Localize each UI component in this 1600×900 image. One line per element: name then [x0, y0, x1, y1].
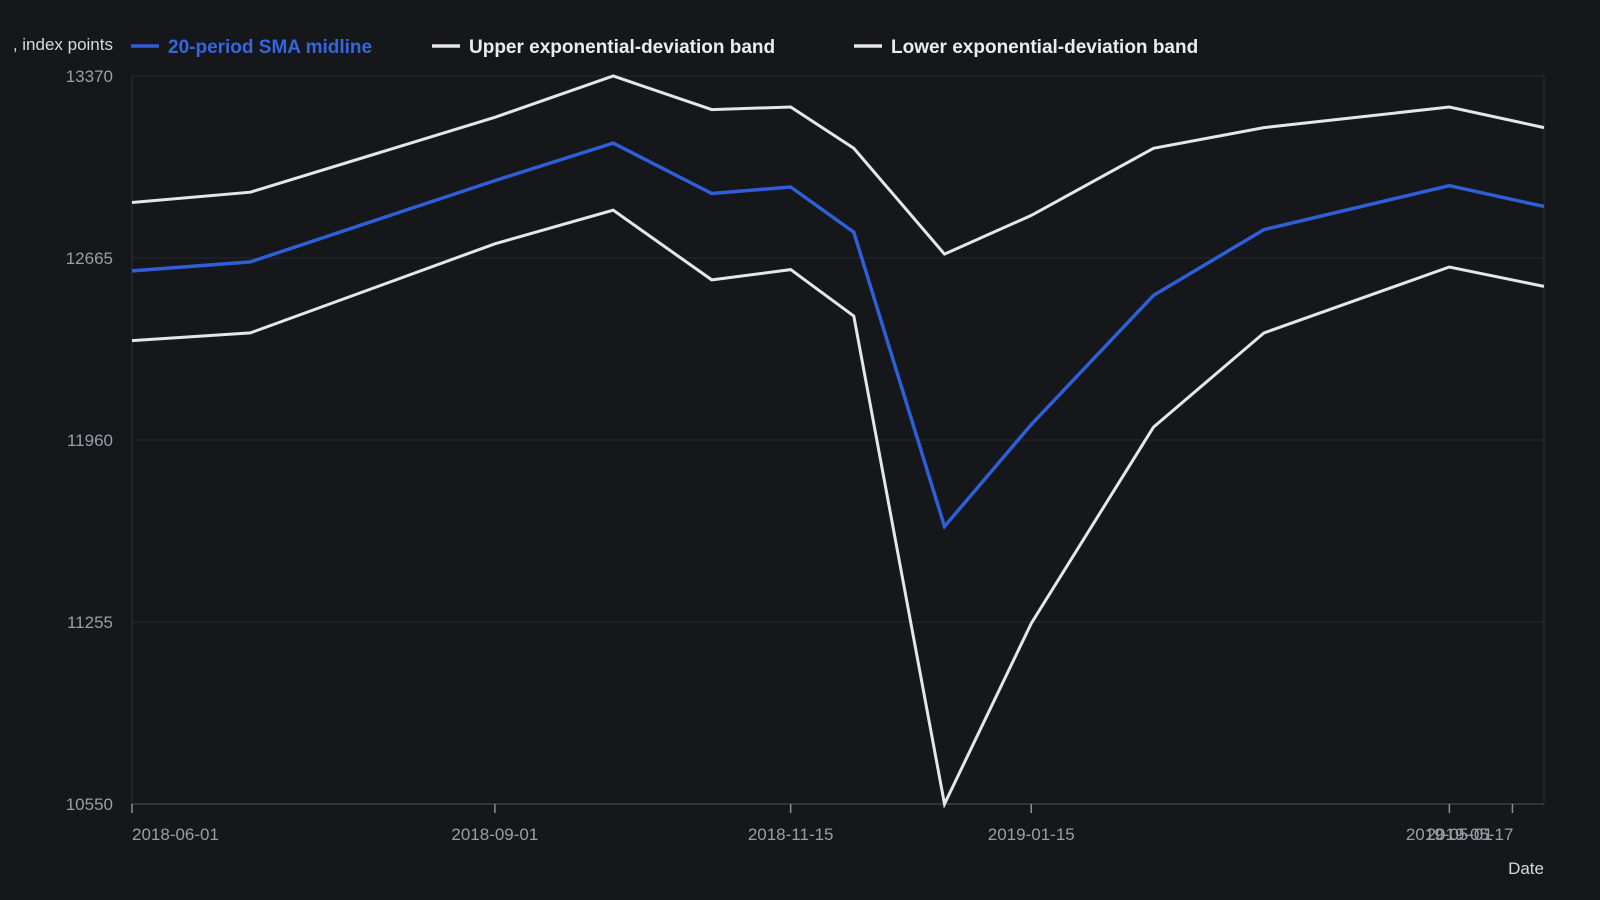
x-axis-title: Date — [1508, 859, 1544, 878]
series-line-lower-band — [131, 208, 1545, 809]
y-axis-ticks: 13370 12665 11960 11255 10550 — [66, 67, 113, 814]
x-tick-label: 2018-11-15 — [748, 825, 834, 844]
legend-item: Upper exponential-deviation band — [432, 37, 775, 58]
series-line-sma-midline — [131, 141, 1545, 531]
legend-label: Upper exponential-deviation band — [469, 37, 775, 58]
y-tick-label: 13370 — [66, 67, 113, 86]
x-axis-ticks: 2018-06-01 2018-09-01 2018-11-15 2019-01-15… — [131, 804, 1513, 844]
y-tick-label: 11255 — [67, 613, 113, 632]
x-tick-label: 2018-06-01 — [132, 825, 219, 844]
y-tick-label: 10550 — [66, 795, 113, 814]
y-tick-label: 11960 — [67, 431, 113, 450]
y-axis-title: , index points — [13, 35, 113, 54]
x-tick-label: 2019-01-15 — [988, 825, 1075, 844]
legend-label: 20-period SMA midline — [168, 37, 372, 58]
x-tick-label: 2018-09-01 — [451, 825, 538, 844]
series-lines — [131, 74, 1545, 809]
legend: 20-period SMA midline Upper exponential-d… — [131, 37, 1198, 58]
legend-label: Lower exponential-deviation band — [891, 37, 1198, 58]
grid-lines — [131, 75, 1545, 805]
legend-item: Lower exponential-deviation band — [854, 37, 1198, 58]
x-tick-label: 2019-05-01 — [1406, 825, 1493, 844]
series-line-upper-band — [131, 74, 1545, 256]
legend-item: 20-period SMA midline — [131, 37, 372, 58]
y-tick-label: 12665 — [66, 249, 113, 268]
x-tick-label: 2019-05-17 — [1426, 825, 1513, 844]
